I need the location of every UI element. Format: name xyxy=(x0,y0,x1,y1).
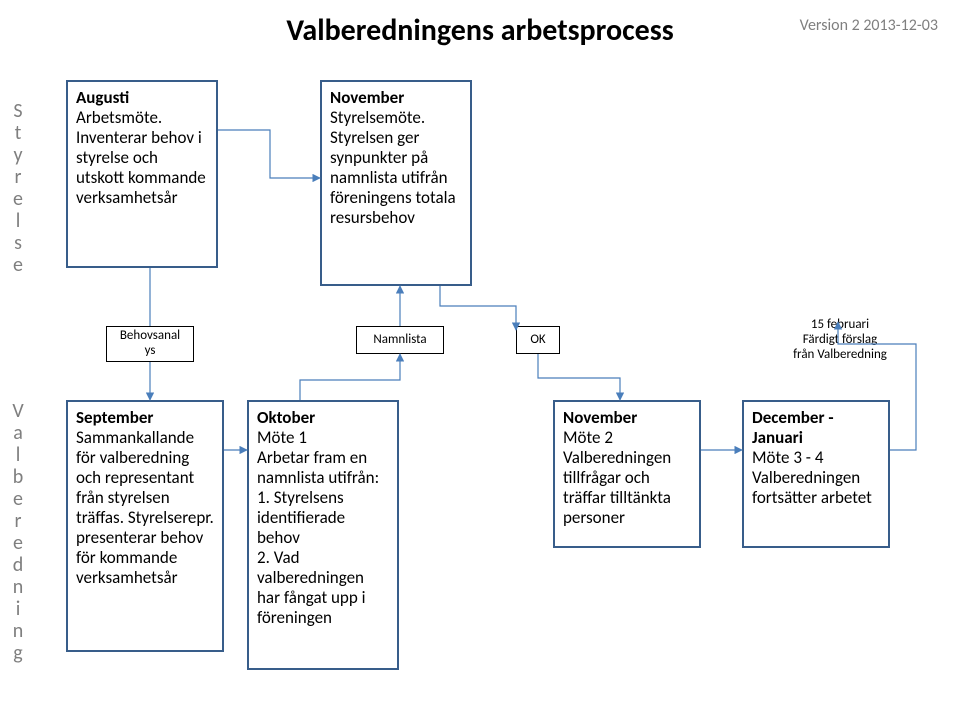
label-februari: 15 februariFärdigt förslagfrån Valberedn… xyxy=(770,318,910,363)
data-ok: OK xyxy=(516,326,560,354)
box-dec-body: Möte 3 - 4Valberedningen fortsätter arbe… xyxy=(752,447,872,508)
data-behovsanalys: Behovsanalys xyxy=(106,326,194,362)
box-dec-title: December - Januari xyxy=(752,408,880,448)
version-text: Version 2 2013-12-03 xyxy=(800,16,938,35)
data-namnlista: Namnlista xyxy=(356,326,444,354)
swimlane-valberedning-label: Valberedning xyxy=(8,400,28,664)
box-nov2-body: Möte 2Valberedningen tillfrågar och träf… xyxy=(563,427,671,528)
box-november-styrelse: NovemberStyrelsemöte. Styrelsen ger synp… xyxy=(320,80,472,286)
box-oktober-body: Möte 1Arbetar fram en namnlista utifrån:… xyxy=(257,427,379,628)
box-september-title: September xyxy=(76,408,214,428)
box-augusti-title: Augusti xyxy=(76,88,208,108)
box-december-januari: December - JanuariMöte 3 - 4Valberedning… xyxy=(742,400,890,548)
box-september-body: Sammankallande för valberedning och repr… xyxy=(76,427,214,588)
box-oktober: OktoberMöte 1Arbetar fram en namnlista u… xyxy=(247,400,399,670)
box-nov2-title: November xyxy=(563,408,691,428)
box-oktober-title: Oktober xyxy=(257,408,389,428)
title-text: Valberedningens arbetsprocess xyxy=(286,12,673,49)
swimlane-styrelse-label: Styrelse xyxy=(8,100,28,276)
box-november-valberedning: NovemberMöte 2Valberedningen tillfrågar … xyxy=(553,400,701,548)
box-augusti: AugustiArbetsmöte. Inventerar behov i st… xyxy=(66,80,218,268)
box-nov1-title: November xyxy=(330,88,462,108)
box-september: SeptemberSammankallande för valberedning… xyxy=(66,400,224,652)
box-nov1-body: Styrelsemöte. Styrelsen ger synpunkter p… xyxy=(330,107,456,228)
box-augusti-body: Arbetsmöte. Inventerar behov i styrelse … xyxy=(76,107,206,208)
